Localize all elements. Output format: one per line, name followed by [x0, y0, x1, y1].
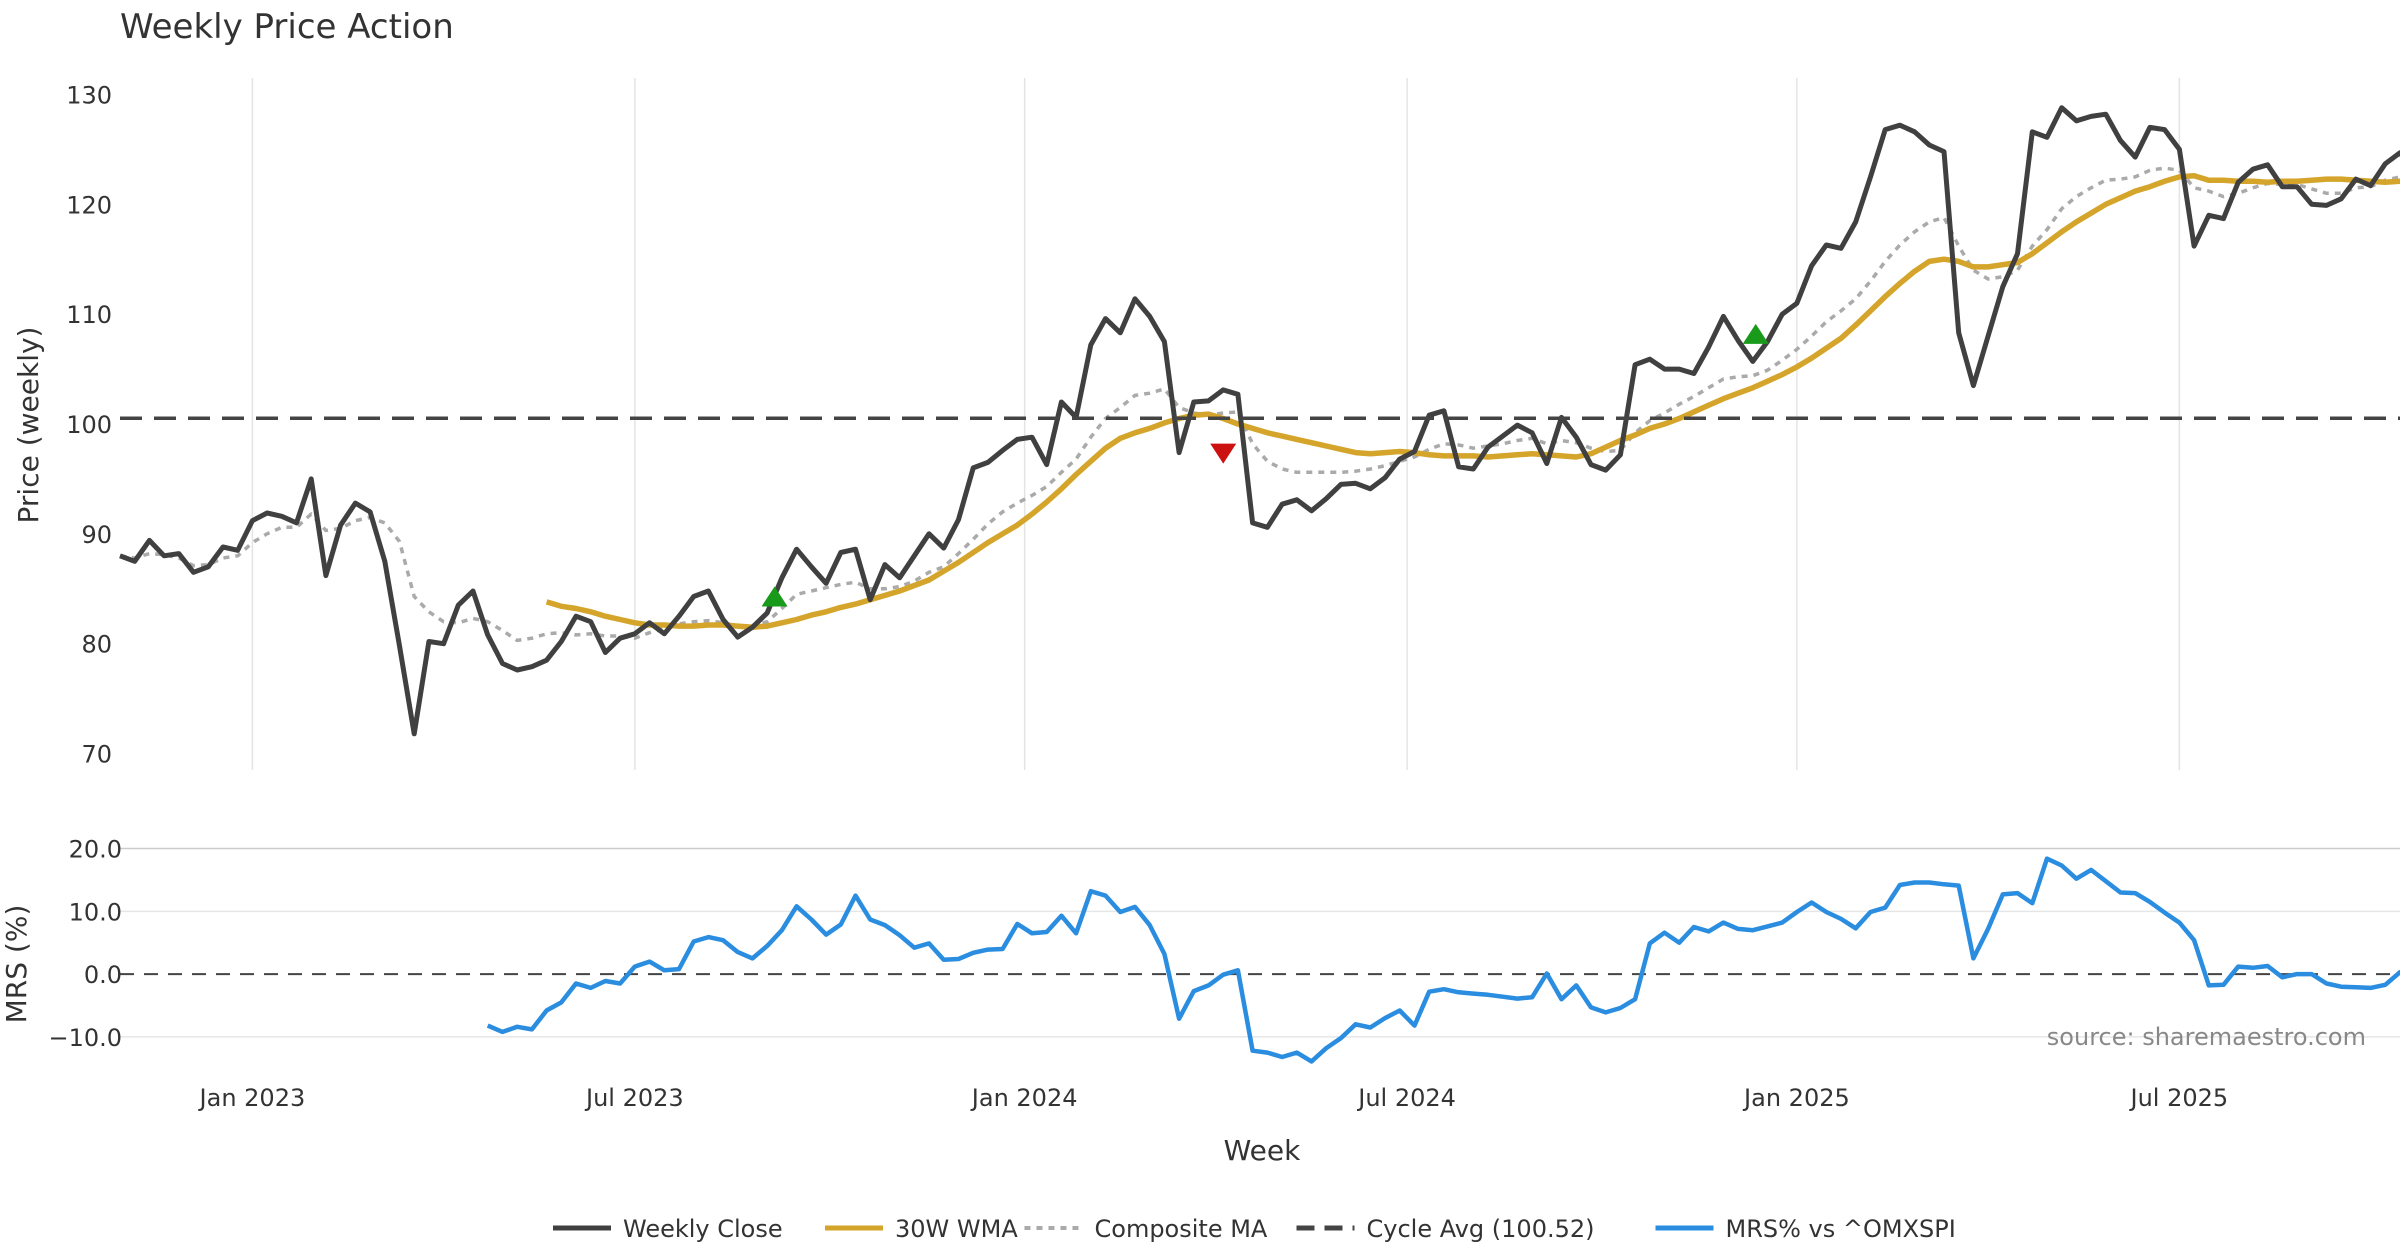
- price-y-tick-label: 70: [81, 741, 112, 769]
- price-y-tick-label: 120: [66, 191, 112, 219]
- legend-label: Cycle Avg (100.52): [1367, 1215, 1595, 1243]
- x-tick-label: Jan 2023: [198, 1084, 306, 1112]
- legend-label: MRS% vs ^OMXSPI: [1726, 1215, 1956, 1243]
- legend: Weekly Close 30W WMA Composite MA Cycle Avg…: [553, 1215, 1956, 1243]
- x-tick-label: Jul 2024: [1356, 1084, 1456, 1112]
- price-y-ticks: 70 80 90 100 110 120 130: [66, 81, 112, 768]
- x-tick-label: Jul 2023: [584, 1084, 684, 1112]
- price-y-tick-label: 100: [66, 411, 112, 439]
- x-tick-label: Jan 2024: [970, 1084, 1078, 1112]
- x-axis-label: Week: [1224, 1134, 1301, 1167]
- price-panel: 70 80 90 100 110 120 130 Price (weekly): [12, 78, 2400, 770]
- price-y-axis-label: Price (weekly): [12, 327, 45, 524]
- legend-label: 30W WMA: [895, 1215, 1018, 1243]
- x-tick-label: Jul 2025: [2129, 1084, 2229, 1112]
- composite-ma-line: [119, 166, 2400, 643]
- price-grid: [251, 78, 2181, 770]
- chart-title: Weekly Price Action: [120, 7, 454, 47]
- mrs-y-ticks: 20.0 10.0 0.0 −10.0: [48, 836, 122, 1052]
- sell-signal-icon: [1210, 443, 1237, 464]
- mrs-line: [486, 856, 2400, 1064]
- mrs-y-tick-label: −10.0: [48, 1024, 122, 1052]
- price-y-tick-label: 130: [66, 81, 112, 109]
- mrs-y-tick-label: 0.0: [84, 961, 122, 989]
- buy-signal-icon: [761, 586, 788, 607]
- mrs-y-tick-label: 20.0: [69, 836, 122, 864]
- 30w-wma-line: [545, 173, 2400, 630]
- price-y-tick-label: 90: [81, 521, 112, 549]
- mrs-y-axis-label: MRS (%): [0, 905, 33, 1024]
- price-y-tick-label: 80: [81, 631, 112, 659]
- buy-signal-icon: [1742, 323, 1769, 344]
- x-axis-ticks: Jan 2023 Jul 2023 Jan 2024 Jul 2024 Jan 2025…: [198, 1084, 2229, 1112]
- mrs-y-tick-label: 10.0: [69, 898, 122, 926]
- mrs-grid: [120, 847, 2400, 1038]
- x-tick-label: Jan 2025: [1742, 1084, 1850, 1112]
- price-y-tick-label: 110: [66, 301, 112, 329]
- price-series: [119, 105, 2400, 737]
- signal-markers: [761, 323, 1769, 607]
- legend-label: Weekly Close: [623, 1215, 783, 1243]
- mrs-series: [486, 856, 2400, 1064]
- legend-label: Composite MA: [1095, 1215, 1268, 1243]
- mrs-panel: 20.0 10.0 0.0 −10.0 MRS (%) source: sharema…: [0, 836, 2400, 1064]
- weekly-close-line: [119, 105, 2400, 737]
- source-note: source: sharemaestro.com: [2047, 1023, 2366, 1051]
